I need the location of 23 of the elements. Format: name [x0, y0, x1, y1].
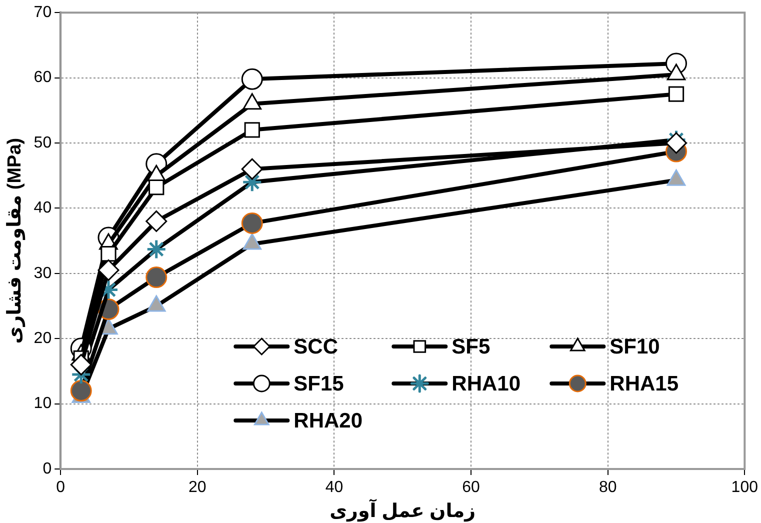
y-tick-label: 0 — [42, 460, 52, 478]
legend-label: RHA20 — [294, 409, 363, 432]
legend-label: RHA15 — [610, 372, 679, 396]
y-tick-label: 30 — [34, 264, 52, 282]
x-tick-label: 20 — [188, 479, 206, 496]
x-tick-label: 60 — [462, 479, 480, 496]
legend-label: SF5 — [452, 335, 490, 358]
y-tick-label: 10 — [34, 395, 52, 412]
y-tick-label: 60 — [34, 69, 52, 86]
x-tick-label: 0 — [56, 479, 66, 496]
x-tick-label: 40 — [325, 479, 344, 496]
y-tick-label: 70 — [34, 4, 52, 22]
legend-label: SCC — [294, 335, 338, 358]
y-tick-label: 50 — [34, 134, 52, 152]
y-tick-label: 20 — [34, 330, 52, 348]
x-tick-label: 100 — [731, 479, 758, 496]
legend-label: SF15 — [294, 372, 344, 396]
x-tick-label: 80 — [598, 479, 617, 496]
y-axis-title: مقاومت فشاری (MPa) — [4, 138, 26, 344]
legend-label: SF10 — [610, 335, 660, 358]
legend-label: RHA10 — [452, 372, 521, 396]
y-tick-label: 40 — [34, 200, 52, 217]
x-axis-title: زمان عمل آوری — [330, 498, 476, 522]
